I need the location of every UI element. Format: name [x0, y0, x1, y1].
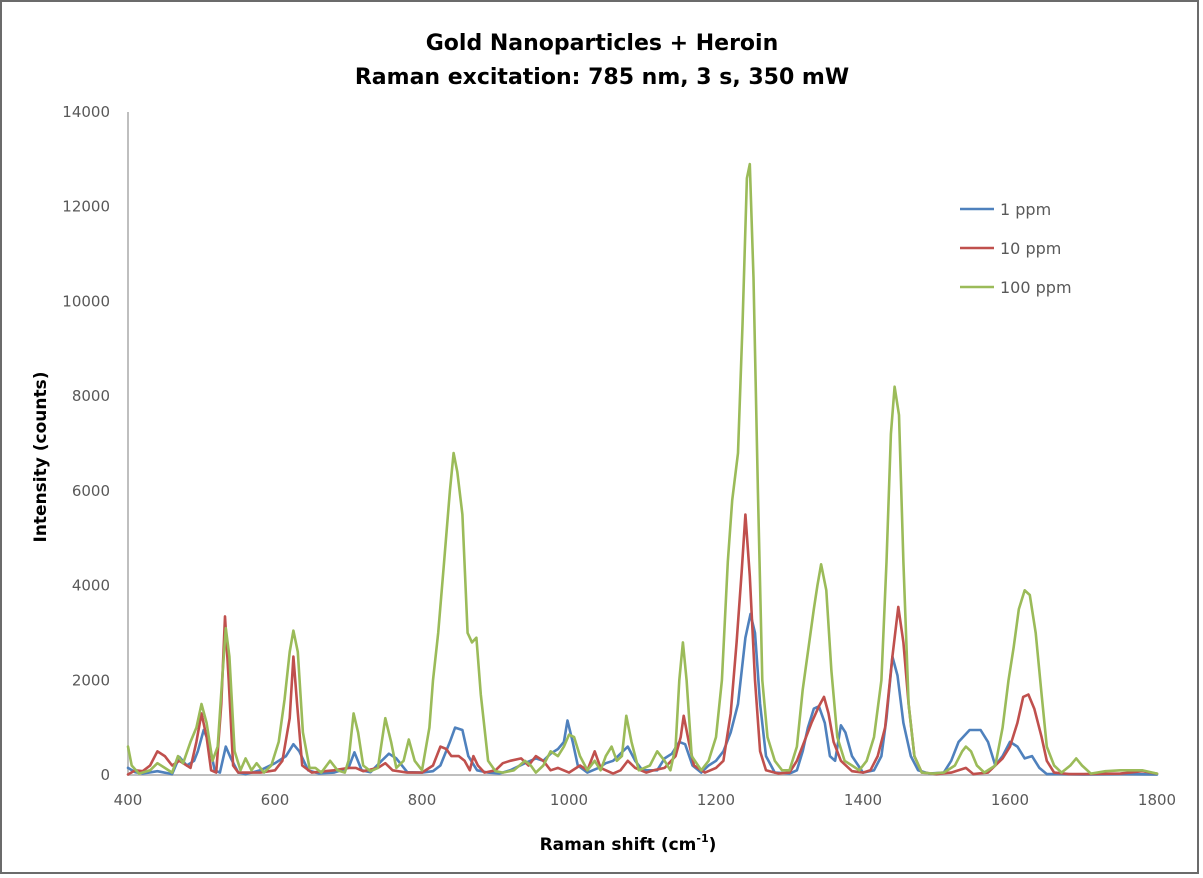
y-tick-label: 2000 — [72, 671, 110, 689]
legend-label: 1 ppm — [1000, 200, 1051, 219]
legend-label: 100 ppm — [1000, 278, 1072, 297]
x-tick-label: 800 — [408, 791, 437, 809]
y-tick-labels: 0 2000 4000 6000 8000 10000 12000 14000 — [62, 103, 110, 784]
x-tick-label: 1200 — [697, 791, 735, 809]
y-axis-title: Intensity (counts) — [31, 371, 51, 542]
series-line-1 — [126, 612, 1159, 776]
x-tick-label: 600 — [261, 791, 290, 809]
series-line-2 — [126, 513, 1159, 776]
x-axis-title-superscript: -1 — [696, 832, 708, 845]
x-tick-label: 400 — [114, 791, 143, 809]
chart-title-line-2: Raman excitation: 785 nm, 3 s, 350 mW — [355, 65, 849, 90]
legend-label: 10 ppm — [1000, 239, 1061, 258]
y-tick-label: 14000 — [62, 103, 110, 121]
x-axis-title-suffix: ) — [709, 835, 717, 855]
x-tick-label: 1800 — [1138, 791, 1176, 809]
x-tick-label: 1400 — [844, 791, 882, 809]
chart-legend: 1 ppm 10 ppm 100 ppm — [960, 200, 1072, 297]
chart-title-line-1: Gold Nanoparticles + Heroin — [426, 31, 779, 56]
series-lines — [126, 162, 1159, 776]
y-tick-label: 10000 — [62, 292, 110, 310]
x-axis-title-main: Raman shift (cm — [540, 835, 697, 855]
x-axis-title: Raman shift (cm-1) — [540, 832, 717, 855]
y-tick-label: 4000 — [72, 577, 110, 595]
y-tick-label: 0 — [100, 766, 110, 784]
y-tick-label: 8000 — [72, 387, 110, 405]
x-tick-labels: 400 600 800 1000 1200 1400 1600 1800 — [114, 791, 1176, 809]
y-tick-label: 12000 — [62, 198, 110, 216]
x-tick-label: 1000 — [550, 791, 588, 809]
y-tick-label: 6000 — [72, 482, 110, 500]
x-tick-label: 1600 — [991, 791, 1029, 809]
series-line-3 — [126, 162, 1159, 775]
